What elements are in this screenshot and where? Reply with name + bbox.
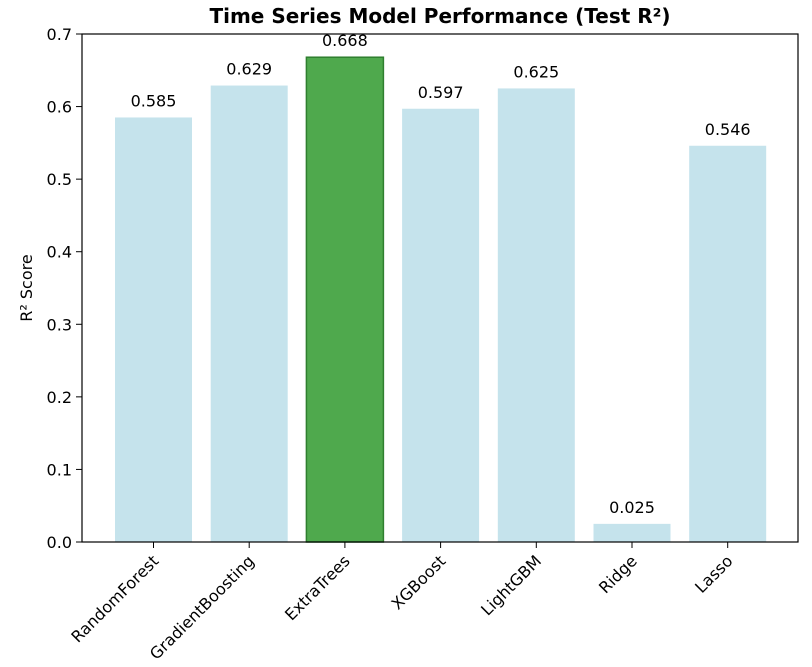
y-tick-label: 0.0 [47,533,72,552]
y-axis-label: R² Score [17,254,36,321]
x-tick-label: Lasso [691,551,736,596]
value-label: 0.597 [418,83,464,102]
bar-gradientboosting [210,85,288,542]
bar-xgboost [402,108,480,542]
bar-lasso [689,145,767,542]
value-label: 0.546 [705,120,751,139]
bar-randomforest [115,117,192,543]
y-tick-label: 0.3 [47,315,72,334]
value-label: 0.625 [513,62,559,81]
value-label: 0.025 [609,498,655,517]
bar-extratrees [305,56,385,543]
value-label: 0.585 [131,91,177,110]
value-label: 0.629 [226,60,272,79]
y-tick-label: 0.6 [47,98,72,117]
x-tick-label: LightGBM [477,551,545,619]
bar-ridge [593,523,671,542]
y-tick-label: 0.4 [47,243,72,262]
y-tick-label: 0.1 [47,460,72,479]
x-tick-label: RandomForest [67,551,162,646]
y-tick-label: 0.2 [47,388,72,407]
y-tick-label: 0.5 [47,170,72,189]
x-tick-label: ExtraTrees [281,551,354,624]
x-tick-label: Ridge [595,551,641,597]
chart-title: Time Series Model Performance (Test R²) [209,4,670,28]
y-tick-label: 0.7 [47,25,72,44]
bar-lightgbm [497,88,575,543]
plot-frame [81,33,799,543]
plot-area: 0.585 0.629 0.668 0.597 0.625 0.025 0.546 0.0 0.… [47,25,799,664]
value-label: 0.668 [322,31,368,50]
x-tick-label: XGBoost [388,551,450,613]
x-tick-label: GradientBoosting [146,551,258,663]
